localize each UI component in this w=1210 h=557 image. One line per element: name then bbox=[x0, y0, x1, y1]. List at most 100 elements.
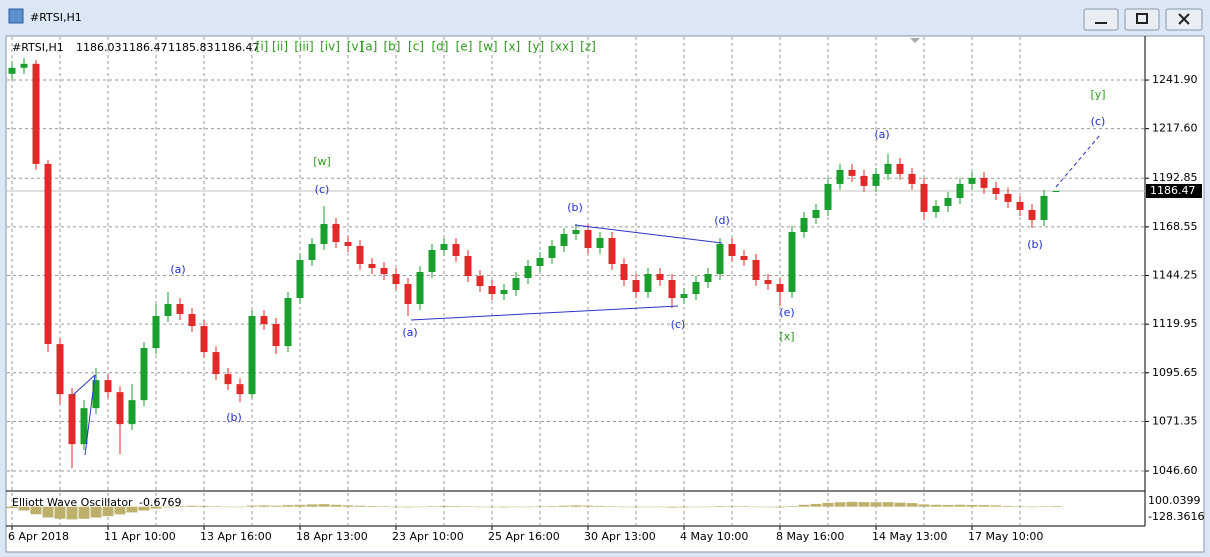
x-tick-label: 11 Apr 10:00 bbox=[104, 530, 176, 543]
oscillator-bar bbox=[702, 506, 714, 508]
candle-body bbox=[920, 183, 928, 212]
oscillator-bar bbox=[978, 505, 990, 507]
oscillator-bar bbox=[330, 504, 342, 507]
wave-label: (a) bbox=[874, 128, 889, 141]
oscillator-bar bbox=[606, 506, 618, 507]
y-tick-label: 1217.60 bbox=[1152, 122, 1198, 135]
candle-body bbox=[8, 67, 16, 74]
header-high: 1186.47 bbox=[122, 41, 168, 54]
oscillator-bar bbox=[1014, 506, 1026, 507]
candle-body bbox=[944, 197, 952, 206]
oscillator-bar bbox=[1026, 506, 1038, 508]
wave-button[interactable]: [iv] bbox=[320, 40, 340, 54]
wave-label: (b) bbox=[1027, 238, 1043, 251]
oscillator-bar bbox=[294, 504, 306, 507]
oscillator-bar bbox=[126, 506, 138, 513]
candle-body bbox=[464, 255, 472, 277]
oscillator-bar bbox=[582, 505, 594, 507]
x-tick-label: 18 Apr 13:00 bbox=[296, 530, 368, 543]
oscillator-bar bbox=[378, 506, 390, 507]
y-tick-label: 1071.35 bbox=[1152, 414, 1198, 427]
oscillator-bar bbox=[246, 505, 258, 507]
oscillator-bar bbox=[954, 504, 966, 507]
oscillator-bar bbox=[882, 502, 894, 507]
close-icon bbox=[1178, 13, 1190, 25]
candle-body bbox=[680, 294, 688, 299]
candle-body bbox=[488, 286, 496, 295]
candle-body bbox=[560, 233, 568, 246]
oscillator-bar bbox=[162, 506, 174, 508]
candle-body bbox=[92, 380, 100, 409]
x-tick-label: 14 May 13:00 bbox=[872, 530, 947, 543]
candle-body bbox=[296, 259, 304, 299]
oscillator-value: -0.6769 bbox=[139, 496, 181, 509]
y-tick-label: 1046.60 bbox=[1152, 464, 1198, 477]
oscillator-bar bbox=[186, 505, 198, 507]
oscillator-bar bbox=[6, 506, 18, 508]
oscillator-bar bbox=[102, 506, 114, 517]
wave-button[interactable]: [e] bbox=[456, 40, 473, 54]
oscillator-bar bbox=[870, 502, 882, 507]
candle-body bbox=[668, 280, 676, 299]
candle-body bbox=[800, 217, 808, 232]
candle-body bbox=[320, 223, 328, 244]
oscillator-bar bbox=[594, 505, 606, 507]
wave-line bbox=[72, 374, 96, 396]
candle-body bbox=[968, 177, 976, 184]
candle-body bbox=[836, 169, 844, 184]
x-tick-label: 6 Apr 2018 bbox=[8, 530, 69, 543]
candle-body bbox=[56, 344, 64, 395]
candle-body bbox=[572, 229, 580, 234]
oscillator-bar bbox=[138, 506, 150, 511]
candle-body bbox=[512, 278, 520, 291]
oscillator-bar bbox=[222, 506, 234, 508]
oscillator-bar bbox=[930, 504, 942, 507]
wave-button[interactable]: [iii] bbox=[294, 40, 313, 54]
candle-body bbox=[992, 187, 1000, 194]
oscillator-bar bbox=[918, 504, 930, 507]
plot-layer: 1046.60 1071.35 1095.65 1119.95 1144.25 1168.… bbox=[6, 37, 1204, 543]
wave-button[interactable]: [ii] bbox=[272, 40, 288, 54]
candle-body bbox=[416, 272, 424, 305]
oscillator-bar bbox=[258, 505, 270, 507]
candle-body bbox=[860, 175, 868, 186]
candle-body bbox=[848, 169, 856, 176]
oscillator-bar bbox=[966, 504, 978, 507]
wave-line bbox=[84, 374, 96, 456]
wave-button[interactable]: [i] bbox=[256, 40, 269, 54]
oscillator-bar bbox=[570, 505, 582, 507]
wave-button[interactable]: [b] bbox=[384, 40, 401, 54]
wave-button[interactable]: [a] bbox=[361, 40, 378, 54]
oscillator-bar bbox=[762, 506, 774, 508]
candle-body bbox=[404, 284, 412, 305]
candle-body bbox=[932, 205, 940, 212]
wave-button[interactable]: [y] bbox=[528, 40, 544, 54]
wave-button[interactable]: [z] bbox=[580, 40, 596, 54]
header-close: 1186.47 bbox=[214, 41, 260, 54]
candle-body bbox=[236, 384, 244, 395]
candle-body bbox=[656, 274, 664, 281]
wave-label: (a) bbox=[402, 326, 417, 339]
candle-body bbox=[1040, 195, 1048, 220]
wave-label: [w] bbox=[313, 155, 331, 168]
candle-body bbox=[80, 408, 88, 445]
minimize-button[interactable] bbox=[1083, 8, 1119, 31]
chart-area bbox=[5, 35, 1205, 553]
wave-button[interactable]: [v] bbox=[347, 40, 363, 54]
oscillator-bar bbox=[462, 506, 474, 507]
maximize-button[interactable] bbox=[1124, 8, 1160, 31]
wave-button[interactable]: [x] bbox=[504, 40, 520, 54]
oscillator-bar bbox=[150, 506, 162, 509]
oscillator-bar bbox=[282, 505, 294, 507]
candle-body bbox=[1016, 201, 1024, 210]
oscillator-bar bbox=[558, 505, 570, 507]
candle-body bbox=[644, 274, 652, 293]
candle-body bbox=[152, 316, 160, 349]
wave-button[interactable]: [w] bbox=[478, 40, 497, 54]
candle-body bbox=[164, 304, 172, 317]
candle-body bbox=[596, 237, 604, 248]
wave-button[interactable]: [d] bbox=[432, 40, 449, 54]
x-tick-label: 17 May 10:00 bbox=[968, 530, 1043, 543]
wave-button[interactable]: [c] bbox=[408, 40, 424, 54]
wave-button[interactable]: [xx] bbox=[550, 40, 574, 54]
